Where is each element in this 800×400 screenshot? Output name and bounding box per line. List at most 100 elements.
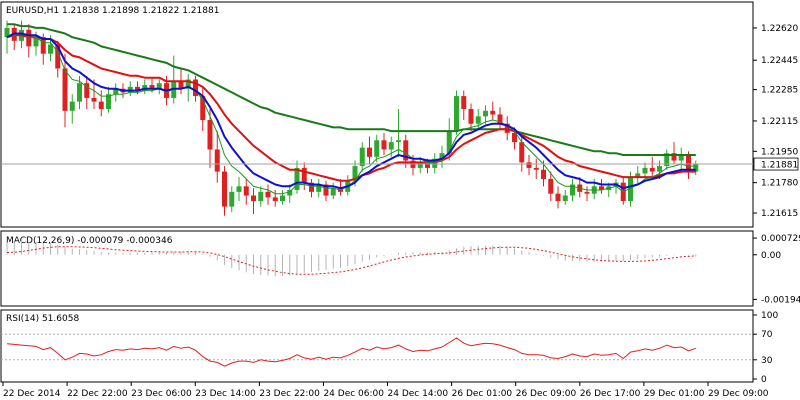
candle-body: [69, 101, 75, 111]
price-tick-label: 1.22115: [761, 117, 798, 127]
macd-tick-label: -0.001949: [761, 295, 800, 305]
candle-body: [135, 86, 140, 91]
candle-body: [106, 94, 111, 109]
candle-body: [4, 27, 10, 38]
candle-body: [200, 96, 206, 121]
candle-body: [642, 167, 648, 174]
candle-body: [693, 164, 699, 172]
candle-body: [77, 83, 82, 102]
time-tick-label: 23 Dec 14:00: [195, 389, 256, 399]
candle-body: [243, 186, 249, 196]
time-tick-label: 26 Dec 17:00: [580, 389, 641, 399]
rsi-tick-label: 0: [761, 375, 767, 385]
candle-body: [193, 79, 198, 97]
candle-body: [352, 166, 358, 181]
candle-body: [280, 195, 285, 202]
candle-body: [258, 191, 264, 202]
rsi-tick-label: 30: [761, 356, 773, 366]
candle-body: [178, 81, 184, 89]
rsi-tick-label: 70: [761, 330, 773, 340]
time-tick-label: 26 Dec 09:00: [516, 389, 577, 399]
current-price-label: 1.21881: [761, 161, 798, 171]
time-tick-label: 24 Dec 14:00: [388, 389, 449, 399]
candle-body: [519, 142, 525, 163]
rsi-axis: 100 70 30 0: [1, 311, 778, 385]
time-tick-label: 29 Dec 09:00: [708, 389, 769, 399]
time-tick-label: 29 Dec 01:00: [644, 389, 705, 399]
price-tick-label: 1.22445: [761, 56, 798, 66]
candle-body: [214, 149, 220, 172]
ema-mid-line: [6, 34, 696, 182]
candle-body: [381, 140, 387, 150]
price-panel-border: [0, 1, 754, 228]
rsi-panel-title: RSI(14) 51.6058: [6, 314, 79, 324]
candle-body: [330, 188, 336, 196]
candle-body: [490, 110, 496, 115]
candle-body: [294, 167, 300, 191]
candle-body: [497, 114, 503, 124]
candle-body: [374, 140, 380, 157]
price-tick-label: 1.22620: [761, 24, 798, 34]
candle-body: [149, 85, 155, 89]
rsi-panel: RSI(14) 51.6058 100 70 30 0: [0, 309, 778, 385]
macd-signal-line: [6, 246, 696, 275]
candle-body: [388, 142, 394, 150]
candle-body: [62, 68, 68, 111]
candle-body: [265, 191, 271, 198]
candle-body: [272, 197, 278, 202]
macd-signal-polyline: [6, 246, 696, 275]
macd-panel-border: [0, 230, 754, 307]
candle-body: [84, 83, 90, 98]
candle-body: [98, 101, 104, 109]
time-tick-label: 22 Dec 22:00: [67, 389, 128, 399]
candle-body: [526, 162, 532, 168]
ema-slow-line: [7, 23, 696, 156]
candle-body: [287, 190, 293, 196]
rsi-polyline: [6, 337, 696, 367]
candle-body: [113, 88, 119, 95]
candle-body: [548, 178, 554, 194]
time-tick-label: 24 Dec 06:00: [323, 389, 384, 399]
candle-body: [599, 186, 604, 191]
candle-body: [301, 167, 307, 183]
price-tick-label: 1.21615: [761, 209, 798, 219]
candle-body: [628, 177, 633, 202]
candle-body: [403, 140, 409, 161]
moving-average-series: [6, 23, 696, 195]
candle-body: [657, 166, 662, 172]
candle-body: [454, 96, 459, 132]
price-panel-title: EURUSD,H1 1.21838 1.21898 1.21822 1.2188…: [6, 6, 219, 16]
candle-body: [236, 186, 242, 192]
current-price-marker: 1.21881: [1, 157, 799, 171]
candle-body: [156, 83, 162, 89]
candle-body: [359, 147, 365, 167]
price-tick-label: 1.21950: [761, 147, 798, 157]
candle-body: [251, 195, 256, 202]
candle-body: [664, 153, 670, 167]
candle-body: [649, 167, 655, 172]
time-tick-label: 22 Dec 2014: [3, 389, 61, 399]
time-axis: 22 Dec 2014 22 Dec 22:00 23 Dec 06:00 23 De…: [2, 382, 769, 399]
macd-panel: MACD(12,26,9) -0.000079 -0.000346 0.0007…: [0, 230, 800, 307]
candle-body: [33, 37, 39, 47]
candle-body: [461, 96, 467, 109]
candle-body: [222, 171, 227, 207]
candle-body: [417, 162, 423, 168]
candle-body: [533, 167, 539, 170]
candle-body: [541, 169, 546, 179]
candle-body: [40, 37, 46, 54]
price-panel: EURUSD,H1 1.21838 1.21898 1.21822 1.2188…: [0, 1, 799, 228]
time-tick-label: 23 Dec 22:00: [259, 389, 320, 399]
candle-body: [584, 191, 590, 194]
candle-body: [635, 173, 641, 178]
candle-body: [185, 79, 191, 89]
candle-body: [475, 116, 481, 124]
candle-body: [425, 162, 430, 168]
candle-body: [468, 108, 474, 124]
candle-body: [367, 147, 372, 157]
macd-tick-label: 0.000729: [761, 234, 800, 244]
macd-axis: 0.000729 0.00 -0.001949: [753, 234, 800, 305]
candle-body: [229, 191, 235, 207]
candle-body: [396, 140, 401, 143]
